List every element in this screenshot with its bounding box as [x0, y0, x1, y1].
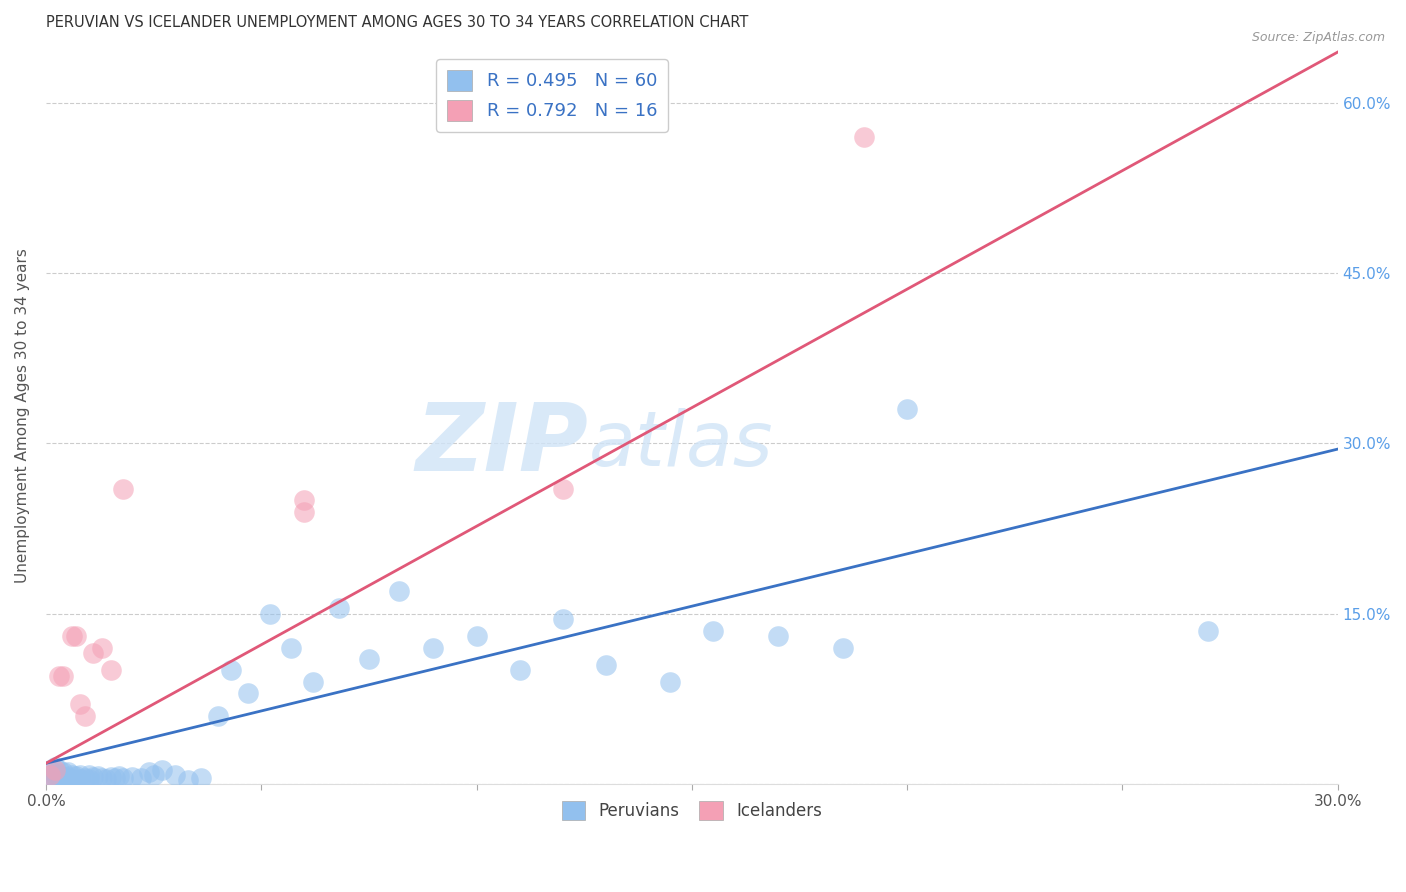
Point: [465, 629, 488, 643]
Point: [44, 767, 66, 781]
Point: [65, 773, 87, 788]
Text: PERUVIAN VS ICELANDER UNEMPLOYMENT AMONG AGES 30 TO 34 YEARS CORRELATION CHART: PERUVIAN VS ICELANDER UNEMPLOYMENT AMONG…: [46, 15, 748, 30]
Text: atlas: atlas: [589, 408, 773, 482]
Point: [328, 601, 350, 615]
Point: [52, 771, 75, 785]
Point: [219, 663, 242, 677]
Point: [100, 663, 122, 677]
Point: [44, 763, 66, 777]
Point: [56, 765, 79, 780]
Point: [82, 770, 104, 784]
Point: [388, 583, 411, 598]
Text: Source: ZipAtlas.com: Source: ZipAtlas.com: [1251, 31, 1385, 45]
Point: [108, 769, 131, 783]
Point: [52, 765, 75, 780]
Point: [551, 612, 574, 626]
Point: [129, 771, 152, 785]
Point: [82, 646, 104, 660]
Point: [509, 663, 531, 677]
Point: [91, 640, 114, 655]
Point: [138, 765, 160, 780]
Point: [69, 772, 91, 787]
Point: [39, 767, 62, 781]
Point: [302, 674, 325, 689]
Point: [112, 771, 135, 785]
Point: [702, 624, 724, 638]
Text: ZIP: ZIP: [416, 399, 589, 491]
Point: [39, 767, 62, 781]
Point: [121, 770, 143, 784]
Point: [48, 771, 70, 785]
Point: [96, 772, 118, 787]
Point: [44, 771, 66, 785]
Point: [357, 652, 380, 666]
Point: [39, 771, 62, 785]
Point: [69, 698, 91, 712]
Point: [65, 769, 87, 783]
Point: [48, 763, 70, 777]
Point: [142, 767, 165, 781]
Point: [238, 686, 260, 700]
Point: [44, 765, 66, 780]
Point: [52, 669, 75, 683]
Point: [60, 629, 83, 643]
Legend: Peruvians, Icelanders: Peruvians, Icelanders: [555, 795, 828, 827]
Point: [659, 674, 682, 689]
Y-axis label: Unemployment Among Ages 30 to 34 years: Unemployment Among Ages 30 to 34 years: [15, 248, 30, 582]
Point: [73, 708, 96, 723]
Point: [65, 629, 87, 643]
Point: [48, 669, 70, 683]
Point: [165, 767, 187, 781]
Point: [86, 769, 108, 783]
Point: [112, 482, 135, 496]
Point: [292, 493, 315, 508]
Point: [292, 504, 315, 518]
Point: [595, 657, 617, 672]
Point: [77, 772, 100, 787]
Point: [44, 760, 66, 774]
Point: [766, 629, 789, 643]
Point: [39, 763, 62, 777]
Point: [91, 771, 114, 785]
Point: [69, 767, 91, 781]
Point: [48, 767, 70, 781]
Point: [207, 708, 229, 723]
Point: [422, 640, 444, 655]
Point: [259, 607, 281, 621]
Point: [831, 640, 853, 655]
Point: [551, 482, 574, 496]
Point: [896, 402, 918, 417]
Point: [150, 763, 173, 777]
Point: [73, 771, 96, 785]
Point: [104, 771, 127, 785]
Point: [77, 767, 100, 781]
Point: [60, 772, 83, 787]
Point: [56, 773, 79, 788]
Point: [56, 770, 79, 784]
Point: [100, 770, 122, 784]
Point: [177, 773, 200, 788]
Point: [1198, 624, 1220, 638]
Point: [853, 130, 876, 145]
Point: [60, 767, 83, 781]
Point: [280, 640, 302, 655]
Point: [190, 771, 212, 785]
